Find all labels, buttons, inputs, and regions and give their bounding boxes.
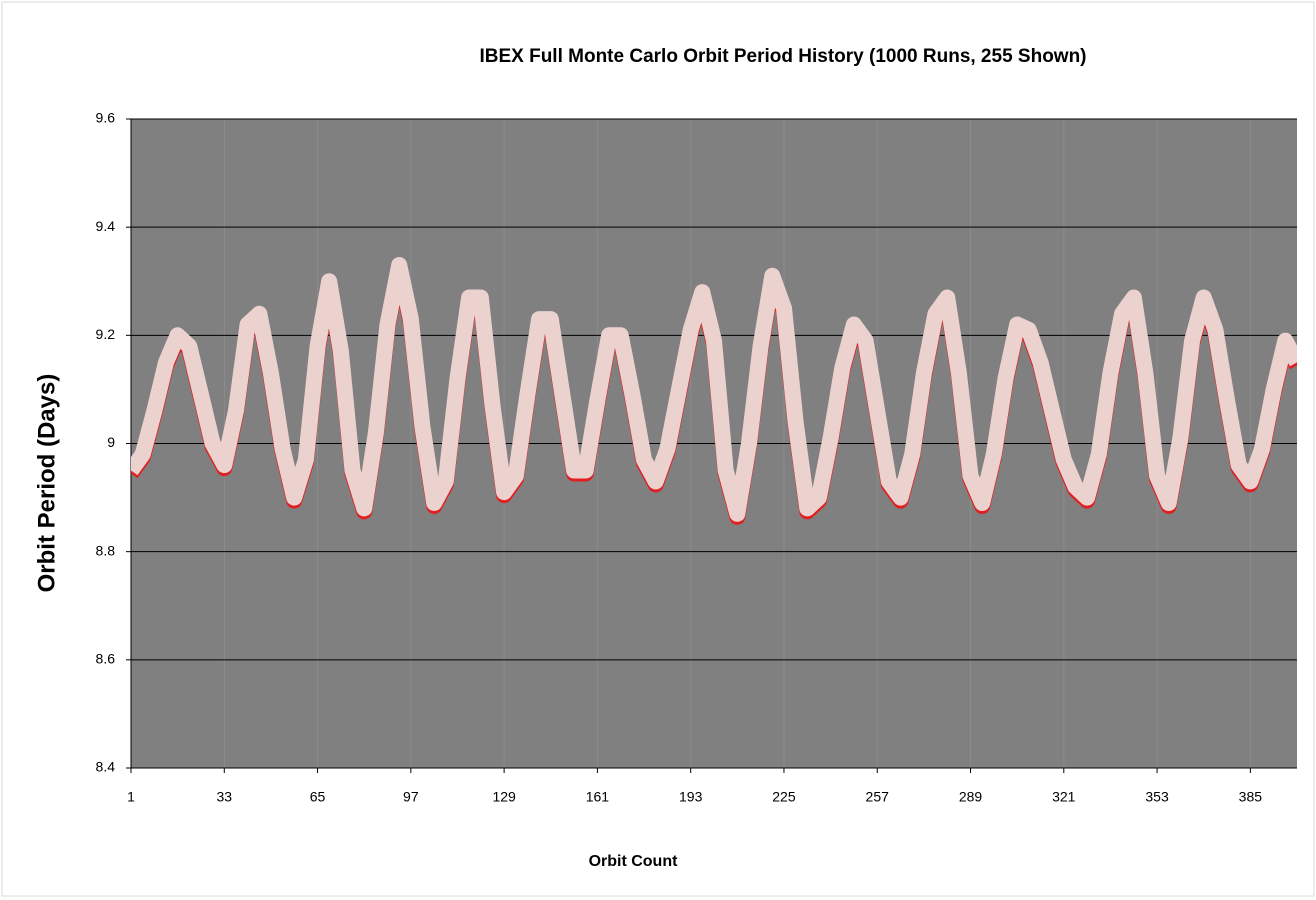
x-tick-label: 353: [1145, 789, 1169, 805]
y-tick-label: 9.4: [96, 218, 116, 234]
x-tick-label: 129: [492, 789, 516, 805]
x-tick-label: 193: [679, 789, 703, 805]
x-tick-label: 321: [1052, 789, 1076, 805]
x-axis-label: Orbit Count: [589, 853, 679, 870]
x-tick-label: 97: [403, 789, 419, 805]
x-tick-label: 161: [586, 789, 610, 805]
y-tick-label: 9.6: [96, 110, 116, 126]
y-tick-label: 8.4: [96, 759, 116, 775]
y-tick-label: 9.2: [96, 326, 116, 342]
x-tick-label: 257: [866, 789, 890, 805]
y-tick-label: 8.8: [96, 542, 116, 558]
x-tick-label: 385: [1239, 789, 1263, 805]
data-line: [131, 257, 1297, 522]
x-tick-label: 289: [959, 789, 983, 805]
plot-area: 1 33 65 97 129 161 193 225 257 289 321 353 385 8.4 8.6…: [96, 110, 1297, 805]
y-tick-label: 9: [107, 434, 115, 450]
x-tick-label: 225: [772, 789, 796, 805]
x-tick-label: 1: [127, 789, 135, 805]
chart-title: IBEX Full Monte Carlo Orbit Period Histo…: [479, 46, 1086, 67]
x-tick-label: 65: [310, 789, 326, 805]
y-axis-label: Orbit Period (Days): [33, 374, 60, 593]
x-tick-label: 33: [216, 789, 232, 805]
y-tick-label: 8.6: [96, 651, 116, 667]
